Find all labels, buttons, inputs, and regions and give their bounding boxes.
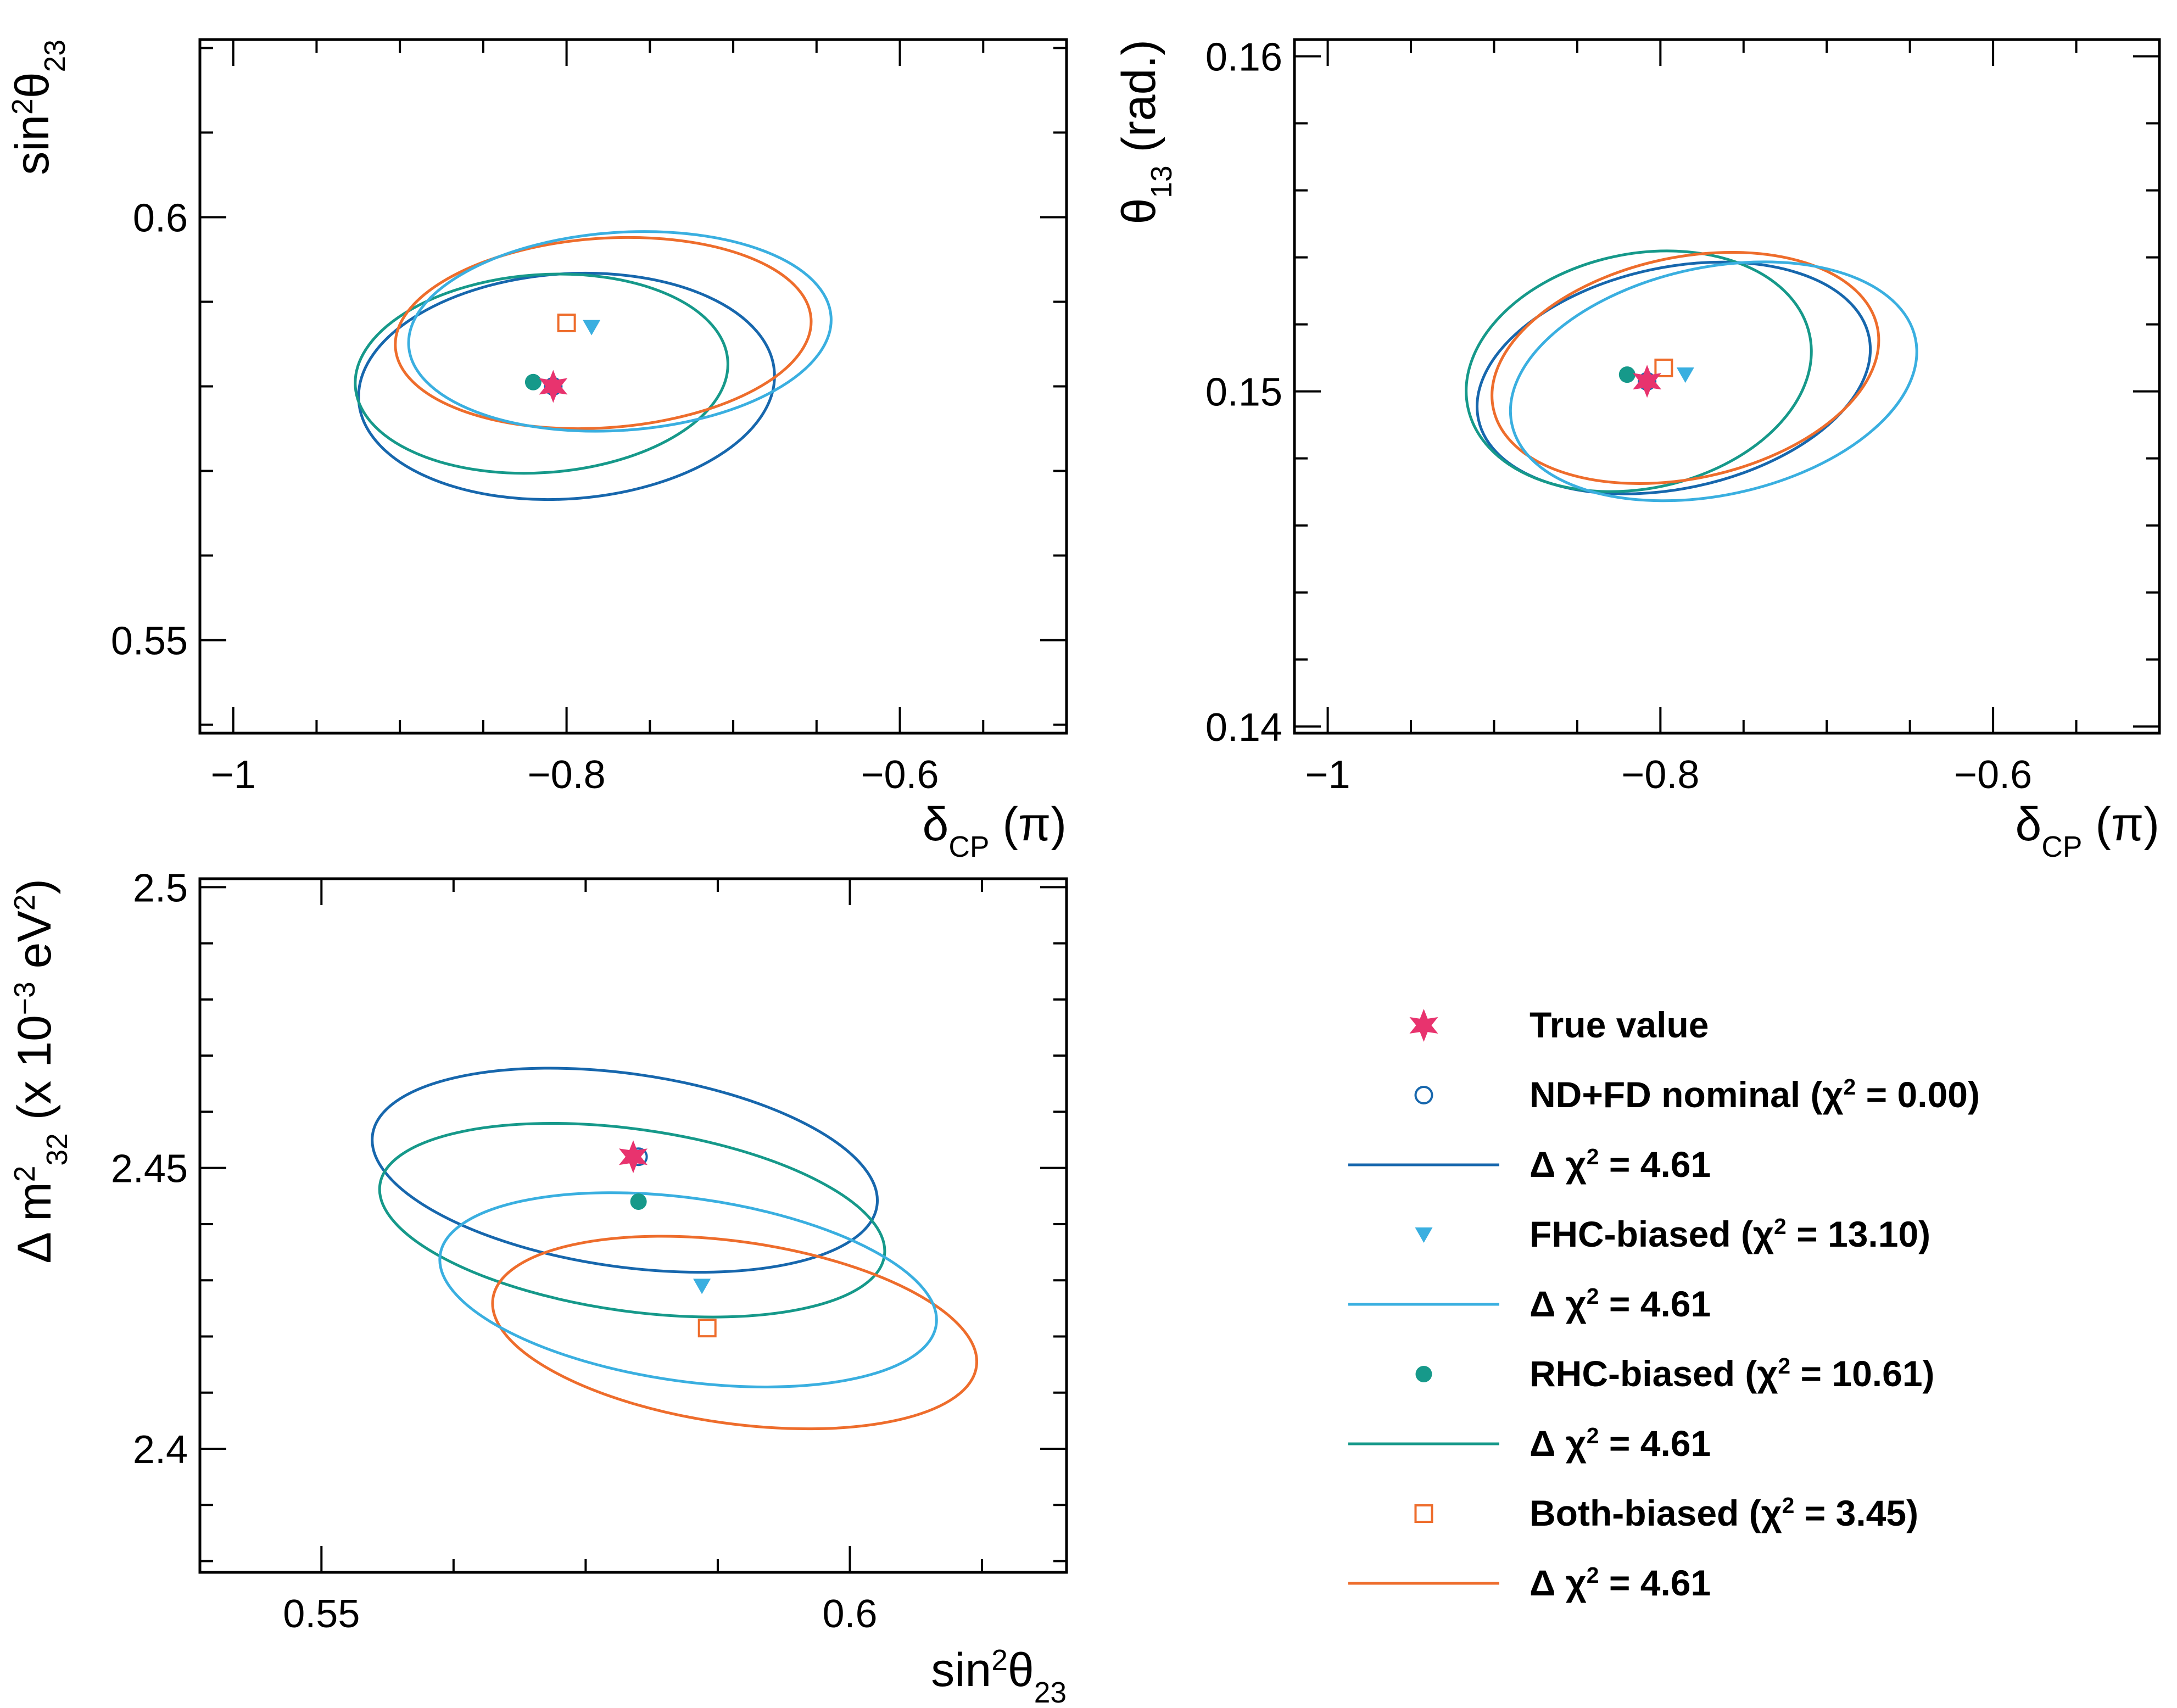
contour-rhc [354,272,729,475]
contour-rhc [378,1121,886,1319]
y-tick-label: 0.6 [133,196,188,240]
point-rhc [524,373,542,390]
point-both [1654,358,1673,377]
x-tick-label: −1 [211,753,256,797]
y-tick-label: 0.16 [1205,36,1282,80]
legend-label: Δ χ2 = 4.61 [1530,1423,1711,1464]
x-tick-label: 0.6 [822,1592,877,1636]
point-fhc [583,320,601,336]
contour-both [491,1235,979,1431]
plot-frame [198,38,1068,735]
point-fhc [1676,367,1694,383]
legend-marker-rhc [1415,1366,1432,1382]
legend-entry: FHC-biased (χ2 = 13.10) [1415,1214,1930,1254]
contour-fhc [407,230,833,433]
legend-entry: Both-biased (χ2 = 3.45) [1414,1493,1918,1533]
legend-marker-both [1414,1504,1433,1523]
legend-label: Δ χ2 = 4.61 [1530,1144,1711,1185]
y-tick-label: 0.15 [1205,371,1282,415]
point-true [539,370,568,403]
plot-frame [1293,38,2161,735]
panel-dcp-vs-sin2theta23: −1 −0.8 −0.6 0.55 0.6 δCP (π) sin2θ23 [6,38,1068,863]
legend-marker-fhc [1415,1227,1433,1243]
x-tick-label: −1 [1305,753,1350,797]
point-both [697,1319,717,1338]
legend-entry: Δ χ2 = 4.61 [1348,1562,1711,1603]
contour-nominal [371,1067,879,1274]
y-tick-label: 2.45 [111,1147,188,1191]
y-axis-title: θ13 (rad.) [1113,40,1178,225]
legend-entry: Δ χ2 = 4.61 [1348,1423,1711,1464]
panel-dcp-vs-theta13: −1 −0.8 −0.6 0.14 0.15 0.16 δCP (π) θ13 (rad.) [1113,36,2161,863]
point-rhc [1618,366,1635,383]
x-axis-title: sin2θ23 [931,1644,1067,1708]
legend-entry: Δ χ2 = 4.61 [1348,1283,1711,1324]
contour-nominal [1476,260,1872,495]
y-tick-label: 0.55 [111,619,188,663]
x-tick-label: −0.8 [1621,753,1699,797]
legend-label: Δ χ2 = 4.61 [1530,1283,1711,1324]
y-tick-label: 2.4 [133,1428,188,1472]
x-axis-title: δCP (π) [923,798,1067,863]
y-tick-label: 2.5 [133,866,188,910]
legend-marker-true [1409,1009,1438,1042]
legend-entry: RHC-biased (χ2 = 10.61) [1415,1353,1935,1394]
contour-both [394,236,813,431]
contour-both [1491,250,1880,485]
legend-marker-nominal [1414,1086,1433,1104]
legend-label: Δ χ2 = 4.61 [1530,1562,1711,1603]
legend-entry: True value [1409,1004,1709,1045]
y-axis-title: Δ m232 (x 10−3 eV2) [8,879,74,1263]
point-both [557,313,576,332]
legend-label: ND+FD nominal (χ2 = 0.00) [1530,1074,1980,1115]
point-rhc [630,1193,647,1210]
legend-entry: Δ χ2 = 4.61 [1348,1144,1711,1185]
contour-fhc [438,1191,938,1388]
legend-entry: ND+FD nominal (χ2 = 0.00) [1414,1074,1980,1115]
point-true [619,1140,647,1174]
legend-label: True value [1530,1004,1709,1045]
contour-nominal [357,271,776,501]
legend: True value ND+FD nominal (χ2 = 0.00) Δ χ2 … [1348,1004,1980,1603]
x-tick-label: −0.6 [861,753,939,797]
panel-sin2theta23-vs-dm232: 0.55 0.6 2.4 2.45 2.5 sin2θ23 Δ m232 (x 10−3 e… [8,866,1068,1708]
x-axis-title: δCP (π) [2016,798,2159,863]
x-tick-label: −0.6 [1954,753,2032,797]
contour-fhc [1509,260,1918,503]
plot-frame [198,877,1068,1574]
point-true [1633,365,1662,398]
contour-rhc [1465,249,1813,493]
y-tick-label: 0.14 [1205,706,1282,750]
legend-label: RHC-biased (χ2 = 10.61) [1530,1353,1935,1394]
legend-label: FHC-biased (χ2 = 13.10) [1530,1214,1930,1254]
x-tick-label: −0.8 [528,753,606,797]
point-fhc [693,1279,711,1294]
legend-label: Both-biased (χ2 = 3.45) [1530,1493,1918,1533]
y-axis-title: sin2θ23 [6,40,71,175]
x-tick-label: 0.55 [283,1592,360,1636]
